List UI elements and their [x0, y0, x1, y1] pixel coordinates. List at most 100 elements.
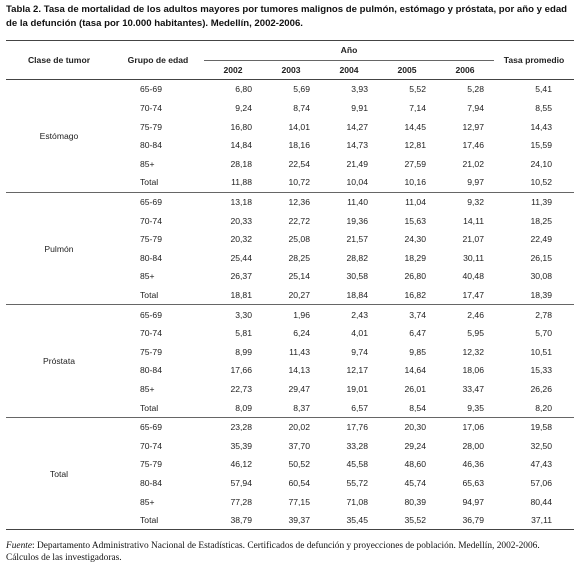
rate-cell: 18,16: [288, 140, 310, 151]
rate-cell: 21,02: [462, 158, 484, 169]
rate-cell: 8,37: [293, 402, 310, 413]
rate-cell: 28,82: [346, 252, 368, 263]
average-rate-cell: 26,26: [530, 383, 552, 394]
rate-cell: 45,58: [346, 459, 368, 470]
average-rate-cell: 30,08: [530, 271, 552, 282]
rate-cell: 20,33: [230, 215, 252, 226]
rate-cell: 6,57: [351, 402, 368, 413]
average-rate-cell: 5,70: [535, 328, 552, 339]
table-row: 75-79 8,99 11,43 9,74 9,85 12,32 10,51: [6, 343, 574, 362]
rate-cell: 20,30: [378, 416, 436, 437]
rate-cell: 37,70: [288, 440, 310, 451]
rate-cell: 22,54: [288, 158, 310, 169]
age-group-cell: 65-69: [112, 304, 204, 324]
rate-cell: 28,18: [230, 158, 252, 169]
rate-cell: 4,01: [351, 328, 368, 339]
rate-cell: 5,95: [467, 328, 484, 339]
header-year: 2006: [455, 64, 475, 75]
rate-cell: 60,54: [288, 477, 310, 488]
rate-cell: 16,80: [230, 121, 252, 132]
rate-cell: 14,01: [288, 121, 310, 132]
rate-cell: 9,91: [351, 103, 368, 114]
rate-cell: 8,54: [409, 402, 426, 413]
age-group-cell: 80-84: [140, 252, 162, 263]
rate-cell: 20,27: [288, 290, 310, 301]
rate-cell: 57,94: [230, 477, 252, 488]
rate-cell: 77,28: [230, 496, 252, 507]
average-rate-cell: 18,39: [530, 290, 552, 301]
header-year: 2003: [281, 64, 301, 75]
average-rate-cell: 5,41: [535, 84, 552, 95]
rate-cell: 46,36: [462, 459, 484, 470]
rate-cell: 18,81: [230, 290, 252, 301]
table-row: Total 18,81 20,27 18,84 16,82 17,47 18,39: [6, 286, 574, 305]
rate-cell: 8,09: [235, 402, 252, 413]
rate-cell: 23,28: [204, 416, 262, 437]
average-rate-cell: 15,33: [530, 365, 552, 376]
age-group-cell: 65-69: [112, 191, 204, 212]
rate-cell: 22,73: [230, 383, 252, 394]
rate-cell: 12,17: [346, 365, 368, 376]
age-group-cell: 65-69: [112, 416, 204, 437]
header-year: 2005: [397, 64, 417, 75]
age-group-cell: Total: [140, 402, 159, 413]
rate-cell: 11,88: [231, 177, 252, 188]
tumor-class-cell: Total: [6, 416, 112, 530]
age-group-cell: 75-79: [140, 459, 162, 470]
rate-cell: 18,06: [462, 365, 484, 376]
rate-cell: 65,63: [462, 477, 484, 488]
average-rate-cell: 19,58: [494, 416, 574, 437]
rate-cell: 6,47: [409, 328, 426, 339]
age-group-cell: 80-84: [140, 140, 162, 151]
age-group-cell: 70-74: [140, 215, 162, 226]
header-age-group: Grupo de edad: [127, 55, 189, 66]
age-group-cell: 70-74: [140, 103, 162, 114]
table-caption: Tabla 2. Tasa de mortalidad de los adult…: [6, 3, 574, 31]
rate-cell: 14,73: [346, 140, 368, 151]
age-group-cell: 75-79: [140, 234, 162, 245]
table-row: Total 38,79 39,37 35,45 35,52 36,79 37,11: [6, 511, 574, 530]
table-row: 75-79 46,12 50,52 45,58 48,60 46,36 47,43: [6, 455, 574, 474]
average-rate-cell: 10,52: [530, 177, 552, 188]
rate-cell: 20,32: [230, 234, 252, 245]
rate-cell: 8,99: [235, 346, 252, 357]
average-rate-cell: 24,10: [530, 158, 552, 169]
rate-cell: 17,47: [462, 290, 484, 301]
rate-cell: 26,37: [230, 271, 252, 282]
rate-cell: 35,39: [230, 440, 252, 451]
rate-cell: 9,85: [409, 346, 426, 357]
table-row: 70-74 35,39 37,70 33,28 29,24 28,00 32,50: [6, 436, 574, 455]
age-group-cell: 85+: [140, 158, 155, 169]
tumor-class-cell: Próstata: [6, 304, 112, 418]
rate-cell: 25,44: [230, 252, 252, 263]
table-row: Total 11,88 10,72 10,04 10,16 9,97 10,52: [6, 173, 574, 192]
rate-cell: 33,47: [462, 383, 484, 394]
rate-cell: 9,32: [436, 191, 494, 212]
rate-cell: 80,39: [404, 496, 426, 507]
rate-cell: 48,60: [404, 459, 426, 470]
rate-cell: 13,18: [204, 191, 262, 212]
average-rate-cell: 15,59: [530, 140, 552, 151]
source-lead: Fuente: [6, 541, 33, 551]
age-group-cell: 80-84: [140, 365, 162, 376]
table-row: 85+ 26,37 25,14 30,58 26,80 40,48 30,08: [6, 267, 574, 286]
average-rate-cell: 2,78: [494, 304, 574, 324]
age-group-cell: 70-74: [140, 440, 162, 451]
rate-cell: 29,47: [288, 383, 310, 394]
average-rate-cell: 80,44: [530, 496, 552, 507]
rate-cell: 7,14: [409, 103, 426, 114]
rate-cell: 28,25: [288, 252, 310, 263]
rate-cell: 18,29: [404, 252, 426, 263]
rate-cell: 14,45: [404, 121, 426, 132]
rate-cell: 3,74: [378, 304, 436, 324]
rate-cell: 14,64: [404, 365, 426, 376]
rate-cell: 29,24: [404, 440, 426, 451]
rate-cell: 20,02: [262, 416, 320, 437]
rate-cell: 10,16: [404, 177, 426, 188]
age-group-cell: Total: [140, 290, 159, 301]
age-group-cell: 65-69: [140, 84, 162, 95]
average-rate-cell: 57,06: [530, 477, 552, 488]
age-group-cell: Total: [140, 515, 159, 526]
rate-cell: 30,58: [346, 271, 368, 282]
source-note: Fuente: Departamento Administrativo Naci…: [6, 540, 574, 564]
